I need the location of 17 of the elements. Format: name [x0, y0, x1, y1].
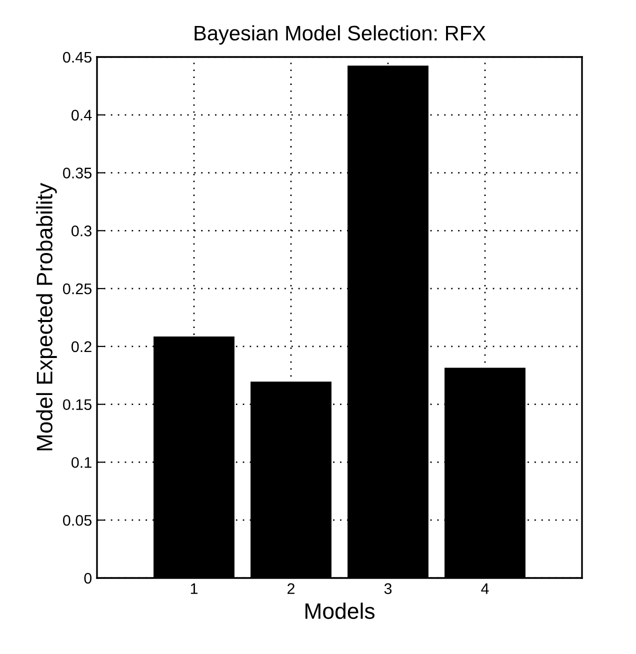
y-tick-label: 0.2 — [72, 341, 92, 352]
y-axis-title: Model Expected Probability — [36, 182, 57, 450]
y-tick-label: 0.15 — [63, 399, 92, 410]
chart-title: Bayesian Model Selection: RFX — [194, 25, 486, 45]
y-tick-label: 0.4 — [72, 110, 92, 121]
x-tick-label: 1 — [190, 583, 198, 594]
x-tick-label: 2 — [288, 583, 294, 594]
y-tick-label: 0.45 — [63, 52, 92, 63]
y-tick-label: 0.05 — [63, 514, 92, 526]
y-tick-label: 0.1 — [72, 457, 92, 468]
x-axis-title: Models — [306, 602, 375, 619]
y-tick-label: 0.25 — [63, 283, 92, 294]
x-tick-label: 3 — [384, 583, 392, 594]
y-tick-label: 0.3 — [72, 226, 92, 236]
x-tick-label: 4 — [481, 583, 489, 594]
y-tick-label: 0 — [84, 572, 92, 584]
y-tick-label: 0.35 — [63, 168, 92, 178]
